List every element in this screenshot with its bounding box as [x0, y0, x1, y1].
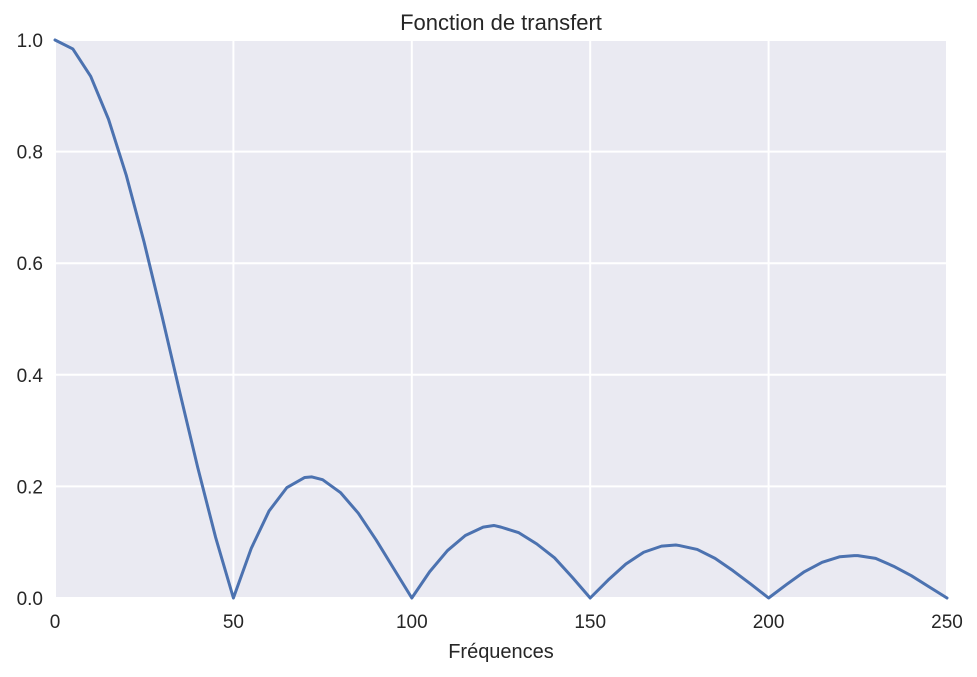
grid-lines [54, 39, 948, 599]
x-tick-label: 200 [753, 612, 785, 633]
plot-area [55, 40, 947, 598]
y-tick-label: 0.4 [17, 366, 44, 387]
y-tick-labels: 0.0 0.2 0.4 0.6 0.8 1.0 [17, 31, 44, 610]
y-tick-label: 0.0 [17, 589, 43, 610]
x-tick-label: 0 [50, 612, 61, 633]
series-line [53, 38, 949, 600]
x-tick-label: 50 [223, 612, 244, 633]
y-tick-label: 0.8 [17, 143, 43, 164]
x-tick-label: 100 [396, 612, 428, 633]
series-layer [53, 38, 949, 600]
x-tick-label: 150 [574, 612, 606, 633]
x-axis-label: Fréquences [448, 641, 554, 663]
chart-title: Fonction de transfert [400, 10, 602, 35]
y-tick-label: 0.6 [17, 254, 43, 275]
y-tick-label: 0.2 [17, 477, 43, 498]
y-tick-label: 1.0 [17, 31, 43, 52]
x-tick-labels: 0 50 100 150 200 250 [50, 612, 963, 633]
x-tick-label: 250 [931, 612, 963, 633]
